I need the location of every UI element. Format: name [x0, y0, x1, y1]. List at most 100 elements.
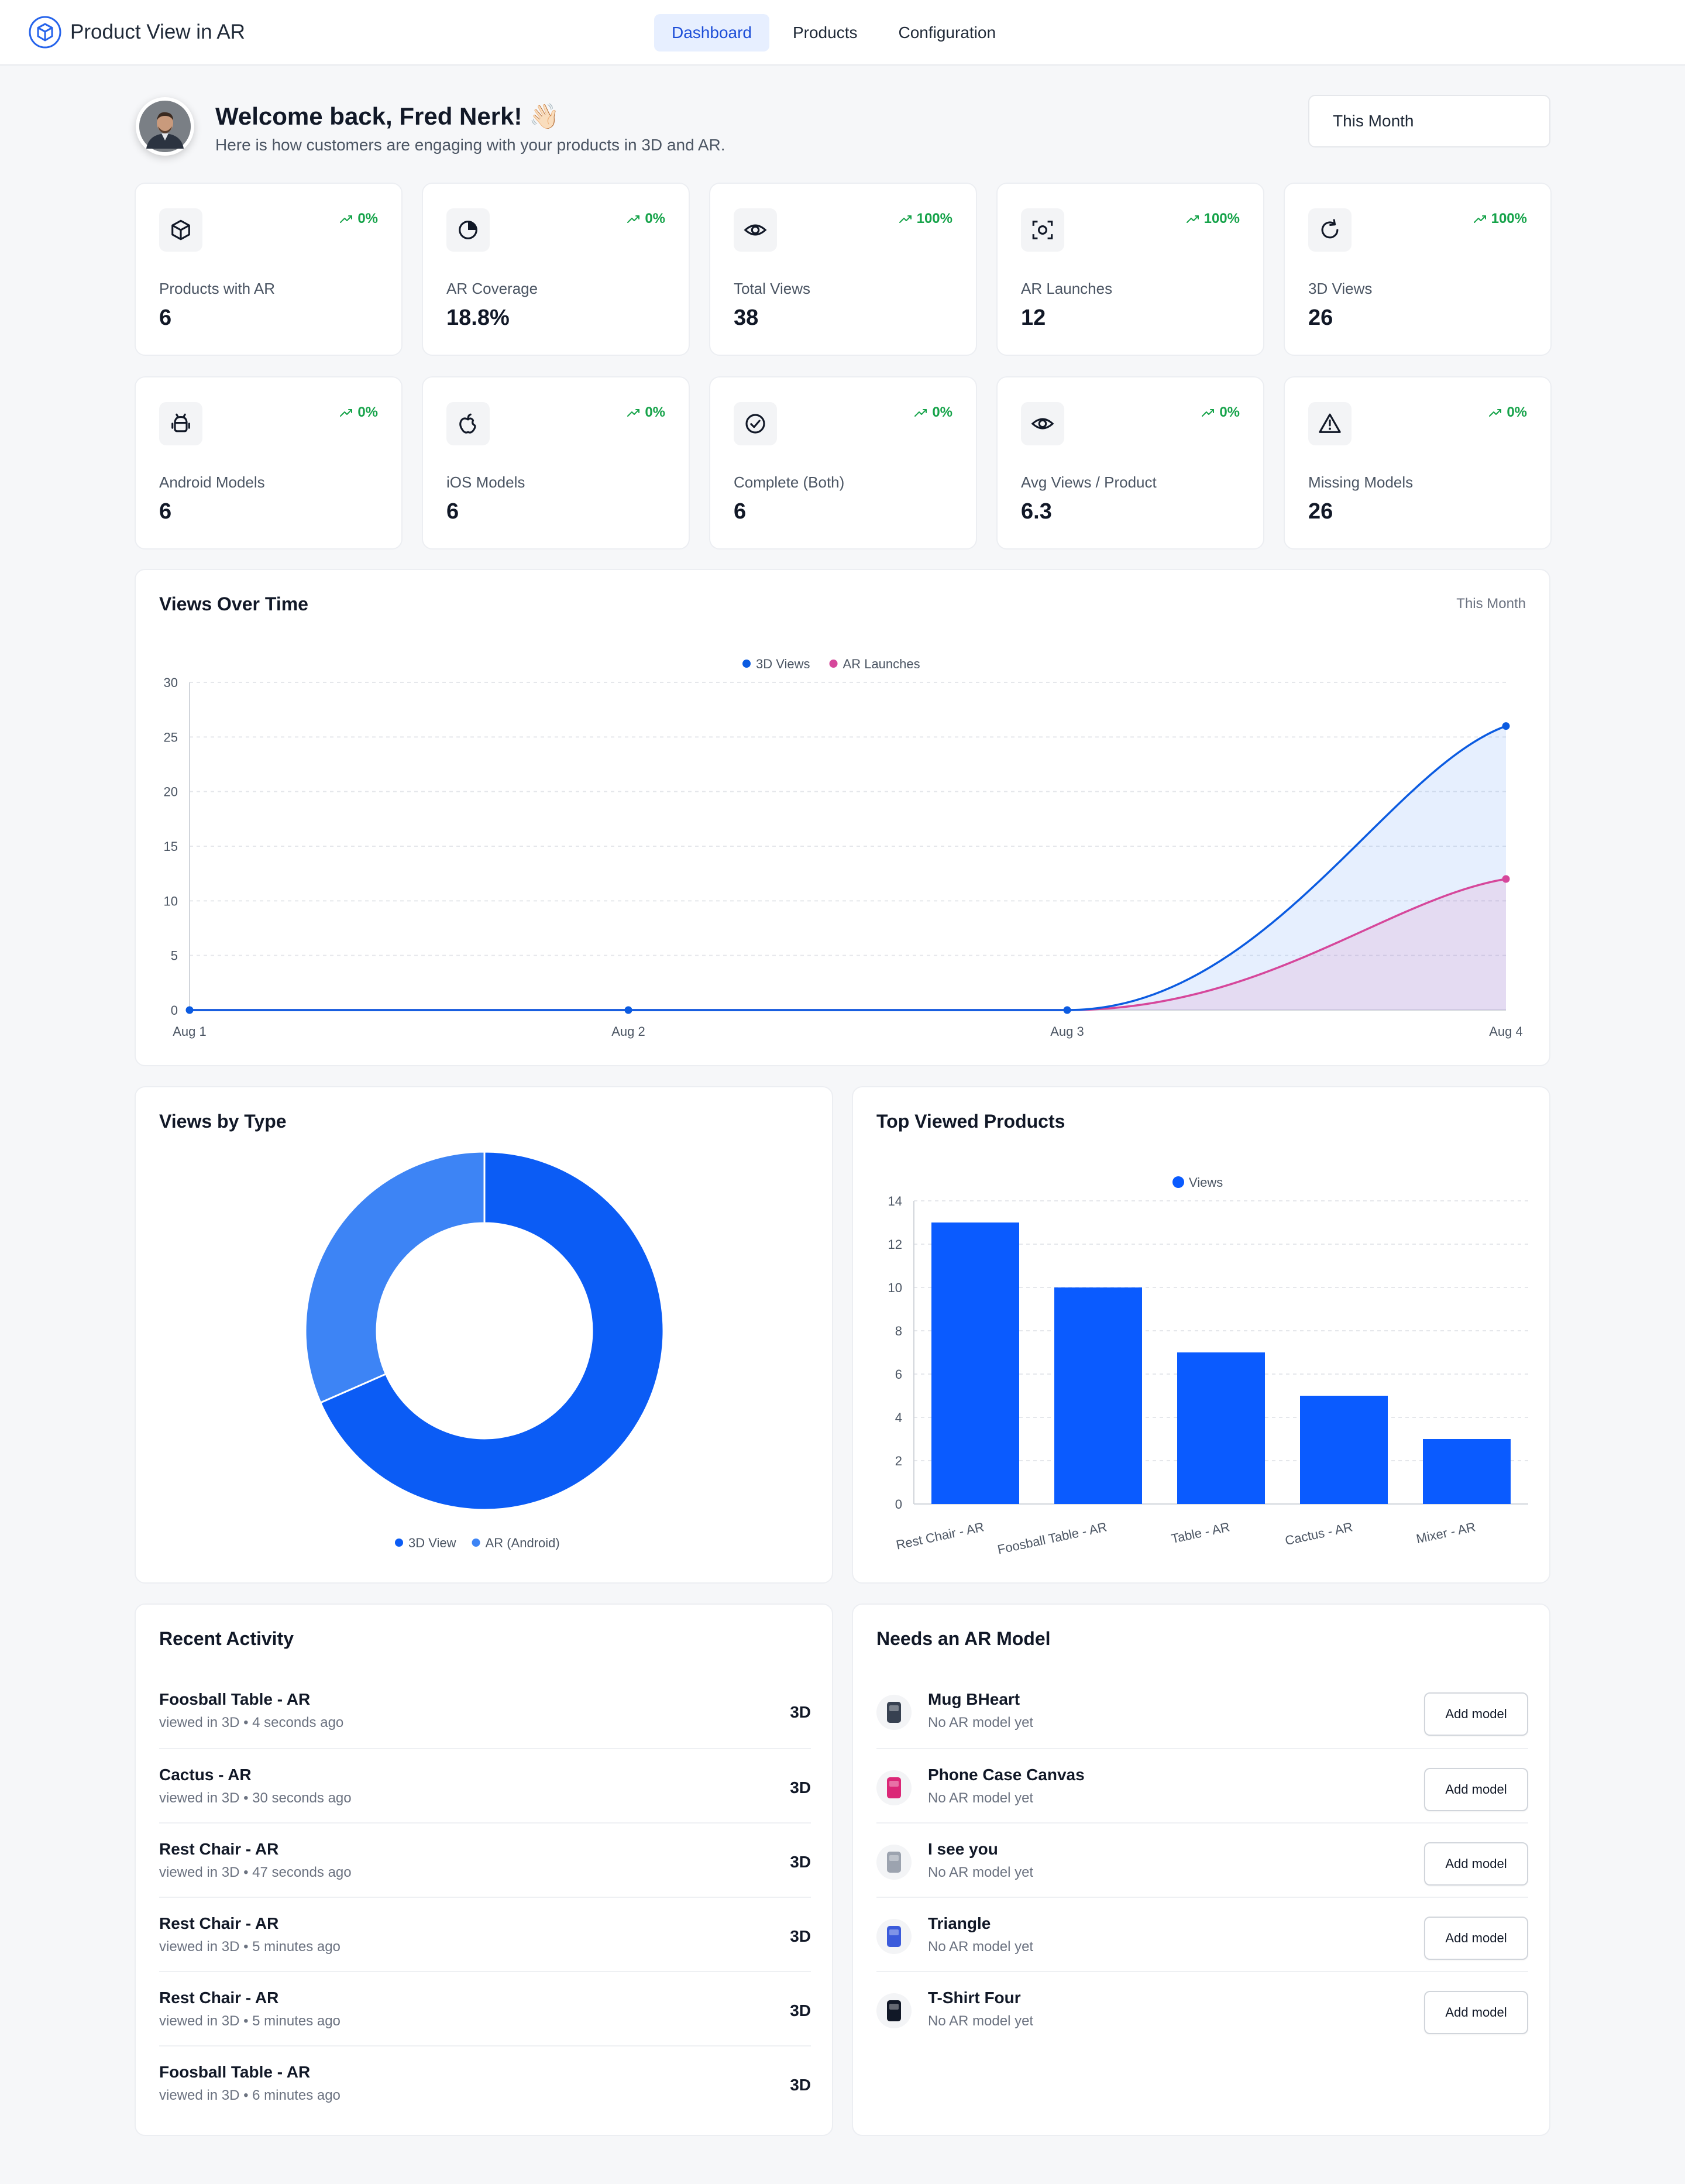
stat-icon-box	[1021, 402, 1064, 445]
needs-model-card: Needs an AR Model Mug BHeart No AR model …	[852, 1603, 1550, 2136]
tab-configuration[interactable]: Configuration	[898, 23, 996, 42]
stat-value: 6	[159, 499, 172, 524]
add-model-button[interactable]: Add model	[1424, 1768, 1528, 1811]
add-model-button[interactable]: Add model	[1424, 1692, 1528, 1736]
stat-trend-value: 0%	[645, 211, 665, 226]
stat-trend-value: 0%	[357, 211, 378, 226]
stat-value: 38	[734, 305, 759, 330]
stat-icon-box	[446, 208, 490, 252]
y-tick-label: 12	[888, 1237, 902, 1252]
views-over-time-card: Views Over Time This Month 0 5 10 15 20 25 30 A…	[135, 569, 1550, 1066]
stat-card: 0% AR Coverage 18.8%	[422, 183, 690, 356]
bar	[931, 1223, 1019, 1504]
stat-label: iOS Models	[446, 473, 525, 491]
needs-model-row: Phone Case Canvas No AR model yet Add mode…	[876, 1748, 1528, 1822]
y-tick-label: 5	[171, 949, 178, 963]
product-image-icon	[887, 1852, 901, 1873]
trend-up-icon	[627, 215, 640, 223]
add-model-button[interactable]: Add model	[1424, 1991, 1528, 2034]
y-tick-label: 0	[895, 1497, 902, 1512]
apple-icon	[459, 413, 476, 434]
x-tick-label: Aug 4	[1489, 1024, 1523, 1039]
views-by-type-title: Views by Type	[159, 1111, 287, 1132]
period-select[interactable]: This Month	[1308, 95, 1550, 147]
stat-icon-box	[159, 208, 202, 252]
views-by-type-chart: 3D View AR (Android)	[304, 1151, 665, 1550]
activity-product: Rest Chair - AR	[159, 1914, 279, 1932]
stat-label: Avg Views / Product	[1021, 473, 1157, 491]
activity-row[interactable]: Foosball Table - AR viewed in 3D • 6 minu…	[159, 2045, 811, 2120]
legend-label: AR (Android)	[486, 1536, 560, 1550]
legend-label: AR Launches	[843, 657, 920, 671]
cube-logo-icon	[29, 16, 61, 49]
needs-model-product: Phone Case Canvas	[928, 1766, 1085, 1784]
needs-model-product: Mug BHeart	[928, 1690, 1020, 1708]
activity-row[interactable]: Rest Chair - AR viewed in 3D • 5 minutes …	[159, 1971, 811, 2045]
add-model-button[interactable]: Add model	[1424, 1842, 1528, 1886]
data-point	[1502, 722, 1510, 730]
legend-swatch	[1172, 1176, 1184, 1188]
cube-icon	[171, 219, 190, 241]
stat-value: 6	[446, 499, 459, 524]
stat-icon-box	[159, 402, 202, 445]
y-tick-label: 10	[164, 894, 178, 908]
trend-up-icon	[1202, 409, 1215, 417]
add-model-button[interactable]: Add model	[1424, 1917, 1528, 1960]
activity-detail: viewed in 3D • 5 minutes ago	[159, 2013, 341, 2029]
stat-card: 100% 3D Views 26	[1284, 183, 1552, 356]
needs-model-product: Triangle	[928, 1914, 991, 1932]
stat-label: AR Coverage	[446, 280, 538, 297]
needs-model-row: T-Shirt Four No AR model yet Add model	[876, 1971, 1528, 2045]
tab-dashboard[interactable]: Dashboard	[654, 14, 769, 51]
check-circle-icon	[745, 414, 765, 434]
brand[interactable]: Product View in AR	[28, 15, 245, 49]
data-point	[624, 1006, 632, 1014]
stat-card: 100% AR Launches 12	[996, 183, 1264, 356]
series-line	[190, 725, 1507, 1011]
activity-row[interactable]: Rest Chair - AR viewed in 3D • 47 seconds…	[159, 1822, 811, 1897]
legend-label: 3D View	[408, 1536, 456, 1550]
stat-icon-box	[1308, 208, 1352, 252]
trend-up-icon	[340, 409, 353, 417]
stat-card: 0% Missing Models 26	[1284, 376, 1552, 550]
eye-icon	[1031, 418, 1054, 430]
data-point	[1063, 1006, 1071, 1014]
x-tick-label: Foosball Table - AR	[996, 1519, 1108, 1557]
top-viewed-card: Top Viewed Products 0 2 4 6 8 10 12 14 Rest Chai…	[852, 1086, 1550, 1584]
activity-product: Rest Chair - AR	[159, 1840, 279, 1858]
x-tick-label: Cactus - AR	[1284, 1519, 1354, 1548]
stat-trend-value: 100%	[916, 211, 952, 226]
stat-card: 0% Complete (Both) 6	[709, 376, 977, 550]
top-bar: Product View in AR Dashboard Products Co…	[0, 0, 1685, 66]
y-tick-label: 20	[164, 785, 178, 799]
activity-row[interactable]: Rest Chair - AR viewed in 3D • 5 minutes …	[159, 1897, 811, 1971]
stat-card: 0% Avg Views / Product 6.3	[996, 376, 1264, 550]
activity-badge: 3D	[790, 2001, 811, 2020]
bar	[1300, 1396, 1388, 1504]
product-image-icon	[887, 2000, 901, 2021]
activity-row[interactable]: Foosball Table - AR viewed in 3D • 4 seco…	[159, 1674, 811, 1748]
stat-trend-value: 0%	[1507, 404, 1527, 420]
warning-icon	[1319, 413, 1341, 433]
trend-up-icon	[914, 409, 927, 417]
needs-model-row: I see you No AR model yet Add model	[876, 1822, 1528, 1897]
needs-model-row: Mug BHeart No AR model yet Add model	[876, 1674, 1528, 1748]
stat-value: 26	[1308, 305, 1333, 330]
views-over-time-chart: 0 5 10 15 20 25 30 Aug 1 Aug 2 Aug 3 Aug 4 3D Views…	[164, 657, 1523, 1039]
activity-badge: 3D	[790, 1853, 811, 1871]
stat-trend-value: 0%	[357, 404, 378, 420]
stat-trend-value: 0%	[932, 404, 952, 420]
stat-trend-value: 0%	[645, 404, 665, 420]
recent-activity-title: Recent Activity	[159, 1628, 294, 1649]
stat-label: 3D Views	[1308, 280, 1373, 297]
y-tick-label: 0	[171, 1003, 178, 1018]
stat-value: 26	[1308, 499, 1333, 524]
activity-row[interactable]: Cactus - AR viewed in 3D • 30 seconds ago…	[159, 1748, 811, 1822]
stat-card: 100% Total Views 38	[709, 183, 977, 356]
tab-products[interactable]: Products	[792, 23, 858, 42]
stat-label: Missing Models	[1308, 473, 1414, 491]
stat-value: 12	[1021, 305, 1046, 330]
y-tick-label: 30	[164, 675, 178, 690]
bar	[1423, 1439, 1511, 1504]
trend-up-icon	[1489, 409, 1502, 417]
